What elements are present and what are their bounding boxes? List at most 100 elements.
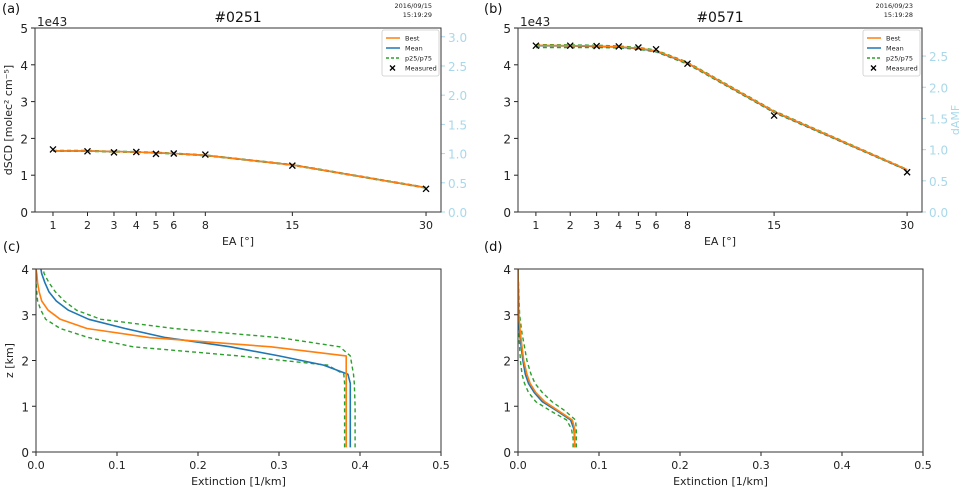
measured-x-stroke [532, 42, 540, 50]
y-axis-label: dSCD [molec² cm⁻⁵] [2, 65, 15, 175]
timestamp-time: 15:19:29 [403, 11, 432, 19]
legend-marker [389, 65, 396, 71]
plot-area [518, 269, 577, 448]
series-p75 [535, 43, 908, 170]
y-tick-label: 2 [503, 355, 511, 369]
measured-x-stroke [652, 45, 660, 53]
timestamp-date: 2016/09/23 [876, 2, 913, 10]
measured-point [49, 145, 57, 153]
series-p75 [53, 149, 427, 188]
series-best [535, 44, 908, 171]
right-tick-label: 0.0 [929, 206, 948, 220]
measured-x-stroke [422, 185, 430, 193]
timestamp-time: 15:19:28 [884, 11, 913, 19]
measured-x-stroke [170, 150, 178, 157]
y-axis-label: z [km] [3, 343, 16, 378]
x-tick-label: 0.0 [27, 459, 45, 472]
legend-label: Measured [886, 65, 918, 73]
panel-label: (b) [484, 2, 502, 17]
y-tick-label: 2 [20, 132, 28, 146]
y-tick-label: 0 [503, 446, 511, 460]
measured-point [634, 44, 642, 51]
right-tick-label: 1.5 [929, 112, 948, 126]
x-tick-label: 4 [615, 219, 622, 232]
measured-point [652, 45, 660, 53]
x-tick-label: 30 [419, 219, 433, 232]
y-tick-label: 3 [21, 309, 29, 323]
y-tick-label: 1 [21, 400, 29, 414]
measured-x-stroke [684, 60, 691, 68]
right-tick-label: 2.0 [929, 81, 948, 95]
y-tick-label: 4 [503, 263, 511, 277]
legend-box [381, 29, 440, 77]
axes-frame [35, 268, 442, 453]
x-tick-label: 0.3 [752, 459, 770, 472]
x-axis-label: EA [°] [704, 235, 736, 248]
measured-point [84, 147, 91, 155]
measured-x-stroke [49, 145, 57, 153]
right-tick-label: 1.5 [448, 118, 467, 132]
right-tick-label: 1.0 [929, 144, 948, 158]
measured-point [566, 42, 574, 50]
y-tick-label: 5 [20, 22, 28, 36]
panel-label: (a) [2, 2, 20, 17]
panel-label: (d) [484, 240, 502, 255]
x-axis-label: Extinction [1/km] [191, 475, 286, 488]
axes-frame [517, 268, 924, 453]
series-mean [40, 269, 352, 448]
right-tick-label: 0.5 [448, 177, 467, 191]
measured-point [593, 42, 601, 50]
legend-marker [870, 65, 877, 71]
panel-label: (c) [3, 240, 20, 255]
series-best [36, 269, 348, 448]
measured-point [110, 148, 118, 156]
y-exponent: 1e43 [520, 15, 550, 29]
y-tick-label: 3 [503, 309, 511, 323]
series-mean [53, 150, 427, 189]
measured-x-stroke [110, 148, 118, 156]
x-tick-label: 0.5 [914, 459, 932, 472]
legend-box [862, 29, 921, 77]
y-tick-label: 0 [20, 206, 28, 220]
series-p75 [518, 269, 577, 448]
y-tick-label: 0 [21, 446, 29, 460]
x-tick-label: 0.2 [189, 459, 207, 472]
panel-d: (d) 0.0 0.1 0.2 0.3 0.4 0.5 0 1 2 3 4 Extinction [1/… [484, 240, 932, 488]
legend-label: Best [405, 35, 420, 43]
y-tick-label: 3 [503, 96, 511, 110]
measured-x-stroke [201, 151, 209, 159]
y-tick-label: 4 [20, 59, 28, 73]
y-tick-label: 2 [21, 355, 29, 369]
x-axis-label: Extinction [1/km] [673, 475, 768, 488]
measured-point [170, 150, 178, 157]
right-tick-label: 2.5 [448, 60, 467, 74]
x-tick-label: 2 [567, 219, 574, 232]
plot-area [36, 269, 356, 448]
y-tick-label: 5 [503, 22, 511, 36]
legend-label: Measured [405, 65, 437, 73]
x-axis-label: EA [°] [222, 235, 254, 248]
measured-x-stroke [770, 112, 778, 120]
right-tick-label: 1.0 [448, 148, 467, 162]
measured-x-stroke [84, 147, 91, 155]
measured-point [532, 42, 540, 50]
x-tick-label: 5 [635, 219, 642, 232]
right-tick-label: 0.0 [448, 206, 467, 220]
y-exponent: 1e43 [37, 15, 67, 29]
x-tick-label: 15 [285, 219, 299, 232]
legend-label: Best [886, 35, 901, 43]
measured-x-stroke [615, 42, 623, 50]
legend-label: Mean [405, 45, 423, 53]
measured-x-stroke [566, 42, 574, 50]
x-tick-label: 0.5 [432, 459, 450, 472]
measured-x-stroke [634, 44, 642, 51]
series-p25 [53, 150, 427, 189]
series-mean [535, 44, 908, 171]
x-tick-label: 0.4 [833, 459, 851, 472]
x-tick-label: 1 [532, 219, 539, 232]
x-tick-label: 15 [767, 219, 781, 232]
x-tick-label: 6 [170, 219, 177, 232]
axes-frame [517, 27, 923, 213]
